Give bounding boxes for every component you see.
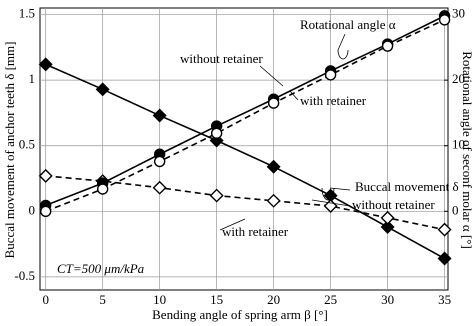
callout bbox=[311, 199, 351, 207]
marker bbox=[267, 97, 280, 109]
marker bbox=[152, 180, 167, 195]
y-tick-label: 0.5 bbox=[19, 137, 35, 152]
x-tick-label: 30 bbox=[381, 292, 394, 307]
x-axis-label: Bending angle of spring arm β [°] bbox=[152, 307, 328, 322]
y2-tick-label: 10 bbox=[452, 137, 465, 152]
marker bbox=[380, 210, 395, 225]
marker bbox=[266, 193, 281, 208]
callout bbox=[259, 65, 284, 87]
marker bbox=[39, 205, 52, 218]
callout bbox=[337, 49, 349, 60]
series-line bbox=[45, 175, 445, 231]
marker bbox=[38, 57, 53, 72]
marker bbox=[437, 251, 452, 266]
callout bbox=[337, 33, 346, 51]
marker bbox=[323, 199, 338, 214]
marker bbox=[266, 159, 281, 174]
y2-tick-label: 0 bbox=[452, 202, 459, 217]
annotation: without retainer bbox=[180, 51, 263, 66]
marker bbox=[438, 14, 451, 26]
annotation: Buccal movement δ bbox=[355, 179, 459, 194]
marker bbox=[380, 220, 395, 235]
marker bbox=[209, 188, 224, 203]
y-tick-label: 1.5 bbox=[19, 6, 35, 21]
y-tick-label: -0.5 bbox=[14, 268, 35, 283]
annotation: without retainer bbox=[352, 197, 435, 212]
annotation: Rotational angle α bbox=[300, 17, 396, 32]
marker bbox=[96, 183, 109, 195]
marker bbox=[38, 168, 53, 183]
annotation: with retainer bbox=[222, 224, 289, 239]
callout bbox=[219, 218, 246, 231]
x-tick-label: 25 bbox=[324, 292, 337, 307]
callout bbox=[289, 90, 299, 101]
y-tick-label: 1 bbox=[29, 71, 36, 86]
y-tick-label: 0 bbox=[29, 202, 36, 217]
marker bbox=[324, 69, 337, 81]
x-tick-label: 0 bbox=[42, 292, 49, 307]
plot-frame bbox=[39, 7, 449, 291]
x-tick-label: 15 bbox=[210, 292, 223, 307]
y2-tick-label: 20 bbox=[452, 71, 465, 86]
x-tick-label: 35 bbox=[438, 292, 451, 307]
x-tick-label: 10 bbox=[153, 292, 166, 307]
series-line bbox=[45, 63, 445, 260]
annotation: CT=500 μm/kPa bbox=[57, 261, 145, 276]
y-axis-label: Buccal movement of anchor teeth δ [mm] bbox=[2, 42, 17, 259]
marker bbox=[210, 127, 223, 139]
y2-tick-label: 30 bbox=[452, 6, 465, 21]
callout bbox=[321, 187, 335, 201]
annotation: with retainer bbox=[300, 93, 367, 108]
marker bbox=[152, 108, 167, 123]
series-line bbox=[45, 19, 445, 213]
marker bbox=[437, 222, 452, 237]
series-line bbox=[45, 15, 445, 207]
marker bbox=[153, 155, 166, 168]
x-tick-label: 20 bbox=[267, 292, 280, 307]
marker bbox=[95, 82, 110, 97]
callout bbox=[329, 187, 351, 191]
x-tick-label: 5 bbox=[99, 292, 106, 307]
y2-axis-label: Rotational angle of seconf molar α [°] bbox=[460, 51, 474, 249]
marker bbox=[381, 40, 394, 52]
